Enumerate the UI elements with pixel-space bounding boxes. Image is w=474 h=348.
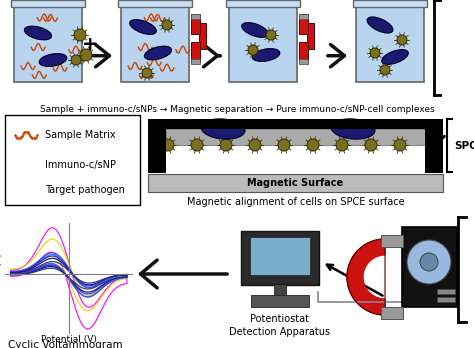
Circle shape: [17, 157, 33, 173]
Bar: [166, 119, 425, 129]
Circle shape: [370, 48, 380, 58]
FancyBboxPatch shape: [229, 5, 297, 82]
Polygon shape: [347, 239, 385, 315]
Text: Target pathogen: Target pathogen: [45, 185, 125, 195]
Bar: [425, 119, 443, 173]
Bar: [191, 14, 200, 19]
Bar: [437, 289, 455, 294]
Circle shape: [365, 139, 377, 151]
Circle shape: [249, 139, 261, 151]
X-axis label: Potential (V): Potential (V): [41, 335, 97, 345]
Circle shape: [142, 68, 152, 78]
Bar: [191, 14, 200, 34]
Circle shape: [80, 49, 92, 61]
Ellipse shape: [382, 50, 408, 64]
Text: Immuno-c/sNP: Immuno-c/sNP: [45, 160, 116, 170]
Bar: [299, 14, 308, 19]
Ellipse shape: [331, 119, 375, 139]
Bar: [274, 284, 286, 298]
Text: +: +: [82, 35, 98, 55]
Circle shape: [407, 240, 451, 284]
Circle shape: [248, 45, 258, 55]
Bar: [199, 23, 206, 49]
Text: SPCE: SPCE: [454, 141, 474, 151]
Text: Magnetic Surface: Magnetic Surface: [247, 178, 344, 188]
Bar: [148, 119, 166, 173]
Text: Detection Apparatus: Detection Apparatus: [229, 327, 330, 337]
FancyBboxPatch shape: [251, 295, 309, 307]
Bar: [299, 42, 308, 62]
Circle shape: [266, 30, 276, 40]
Ellipse shape: [242, 23, 268, 37]
Circle shape: [336, 139, 348, 151]
FancyBboxPatch shape: [356, 5, 424, 82]
Circle shape: [191, 139, 203, 151]
Ellipse shape: [252, 49, 280, 61]
Bar: [307, 23, 313, 49]
Ellipse shape: [39, 54, 67, 66]
Circle shape: [420, 253, 438, 271]
Circle shape: [380, 65, 390, 75]
Text: Sample Matrix: Sample Matrix: [45, 130, 116, 140]
Ellipse shape: [145, 46, 172, 60]
Bar: [299, 14, 308, 34]
Circle shape: [71, 55, 81, 65]
Bar: [166, 129, 425, 145]
Ellipse shape: [130, 19, 156, 34]
Text: Potentiostat: Potentiostat: [250, 314, 310, 324]
Bar: [381, 307, 403, 319]
Ellipse shape: [367, 17, 393, 33]
Circle shape: [74, 29, 86, 41]
Bar: [191, 59, 200, 64]
Circle shape: [397, 35, 407, 45]
Bar: [226, 0, 300, 7]
Y-axis label: Current (A): Current (A): [0, 253, 3, 303]
Bar: [402, 227, 457, 307]
Circle shape: [220, 139, 232, 151]
Bar: [299, 59, 308, 64]
Bar: [148, 174, 443, 192]
FancyBboxPatch shape: [14, 5, 82, 82]
Bar: [437, 297, 455, 302]
Circle shape: [162, 139, 174, 151]
Circle shape: [162, 20, 172, 30]
Text: Sample + immuno-c/sNPs → Magnetic separation → Pure immuno-c/sNP-cell complexes: Sample + immuno-c/sNPs → Magnetic separa…: [40, 105, 434, 114]
Bar: [5, 115, 140, 205]
Circle shape: [307, 139, 319, 151]
Ellipse shape: [201, 119, 245, 139]
Bar: [381, 235, 403, 247]
Bar: [191, 42, 200, 62]
Circle shape: [394, 139, 406, 151]
FancyBboxPatch shape: [121, 5, 189, 82]
Bar: [353, 0, 427, 7]
Ellipse shape: [11, 182, 39, 198]
Circle shape: [278, 139, 290, 151]
Text: Cyclic Voltammogram: Cyclic Voltammogram: [8, 340, 122, 348]
Bar: [118, 0, 192, 7]
Bar: [11, 0, 85, 7]
Bar: [250, 237, 310, 275]
Text: Magnetic alignment of cells on SPCE surface: Magnetic alignment of cells on SPCE surf…: [187, 197, 404, 207]
FancyBboxPatch shape: [241, 231, 319, 285]
Ellipse shape: [24, 26, 52, 40]
